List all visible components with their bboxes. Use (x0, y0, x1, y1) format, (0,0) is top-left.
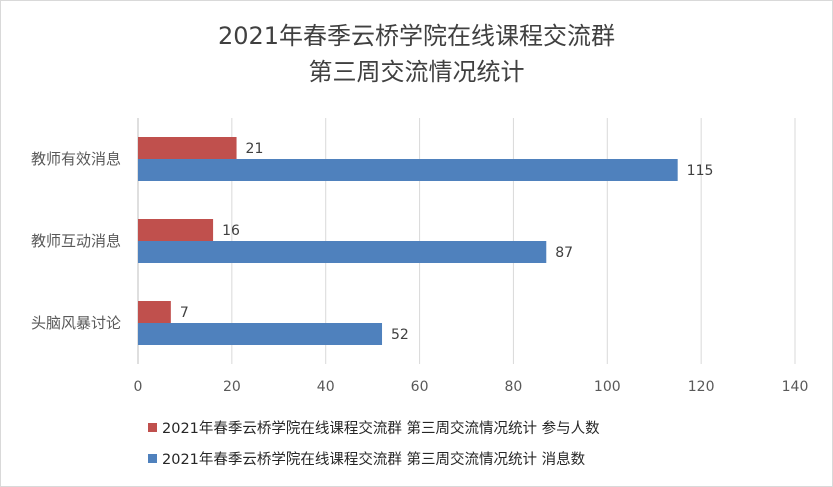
x-tick-label: 120 (688, 379, 715, 395)
legend-label-participants: 2021年春季云桥学院在线课程交流群 第三周交流情况统计 参与人数 (162, 421, 600, 437)
x-tick-label: 20 (223, 379, 241, 395)
x-tick-label: 100 (594, 379, 621, 395)
x-tick-label: 0 (134, 379, 143, 395)
chart-title-line-1: 2021年春季云桥学院在线课程交流群 (217, 22, 616, 50)
x-tick-label: 60 (411, 379, 429, 395)
category-label: 教师互动消息 (31, 232, 121, 250)
category-label: 头脑风暴讨论 (31, 314, 121, 332)
data-label: 52 (391, 327, 409, 343)
bar (138, 219, 214, 241)
data-label: 21 (246, 141, 264, 157)
legend-swatch-messages (148, 454, 157, 463)
chart-title: 2021年春季云桥学院在线课程交流群 第三周交流情况统计 (0, 18, 833, 90)
bar (138, 241, 547, 263)
x-tick-label: 80 (505, 379, 523, 395)
data-label: 87 (555, 245, 573, 261)
legend-item-messages: 2021年春季云桥学院在线课程交流群 第三周交流情况统计 消息数 (148, 443, 600, 474)
legend: 2021年春季云桥学院在线课程交流群 第三周交流情况统计 参与人数 2021年春… (148, 412, 600, 474)
chart-title-line-2: 第三周交流情况统计 (308, 58, 525, 86)
legend-item-participants: 2021年春季云桥学院在线课程交流群 第三周交流情况统计 参与人数 (148, 412, 600, 443)
bar (138, 301, 171, 323)
bar (138, 159, 678, 181)
legend-label-messages: 2021年春季云桥学院在线课程交流群 第三周交流情况统计 消息数 (162, 452, 586, 468)
category-label: 教师有效消息 (31, 150, 121, 168)
x-tick-label: 140 (782, 379, 809, 395)
data-label: 115 (687, 163, 714, 179)
data-label: 7 (180, 305, 189, 321)
bar (138, 323, 383, 345)
legend-swatch-participants (148, 423, 157, 432)
bar (138, 137, 237, 159)
data-label: 16 (222, 223, 240, 239)
x-tick-label: 40 (317, 379, 335, 395)
